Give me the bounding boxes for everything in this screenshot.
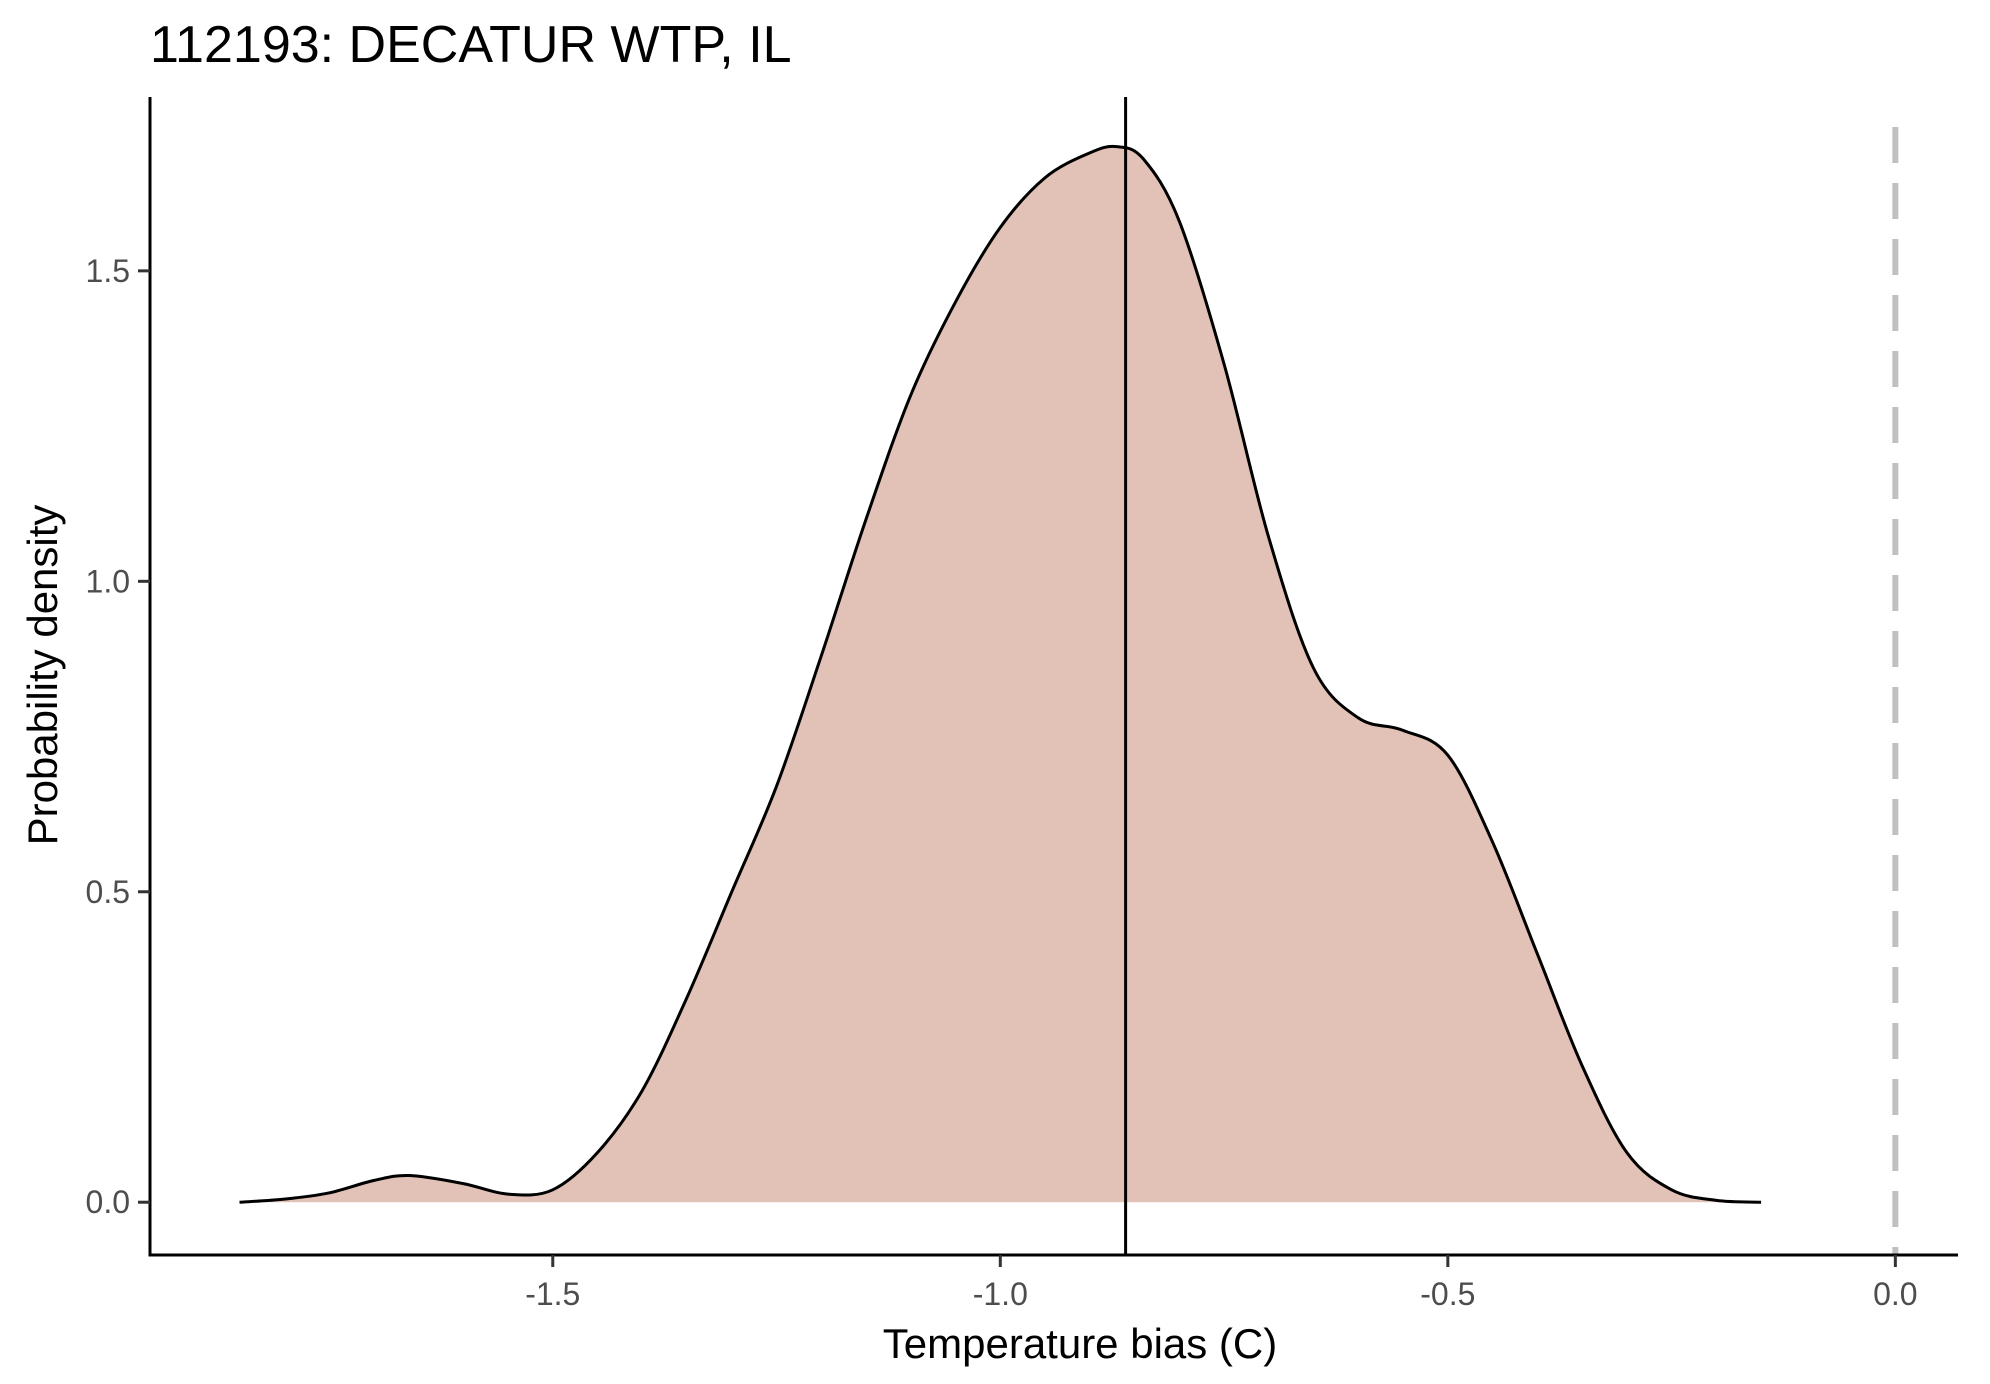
y-tick-label: 0.0 — [86, 1184, 130, 1220]
y-axis-title: Probability density — [19, 505, 66, 846]
y-tick-label: 0.5 — [86, 874, 130, 910]
density-area — [239, 146, 1762, 1203]
x-tick-label: -1.0 — [973, 1276, 1028, 1312]
x-tick-label: -0.5 — [1420, 1276, 1475, 1312]
y-tick-label: 1.0 — [86, 563, 130, 599]
y-tick-label: 1.5 — [86, 253, 130, 289]
chart-title: 112193: DECATUR WTP, IL — [150, 16, 792, 74]
x-tick-label: 0.0 — [1873, 1276, 1917, 1312]
density-curve — [239, 144, 1762, 1204]
plot-area: -1.5 -1.0 -0.5 0.0 0.0 0.5 1.0 1.5 — [86, 97, 1958, 1312]
x-axis-title: Temperature bias (C) — [883, 1320, 1277, 1367]
x-tick-label: -1.5 — [525, 1276, 580, 1312]
